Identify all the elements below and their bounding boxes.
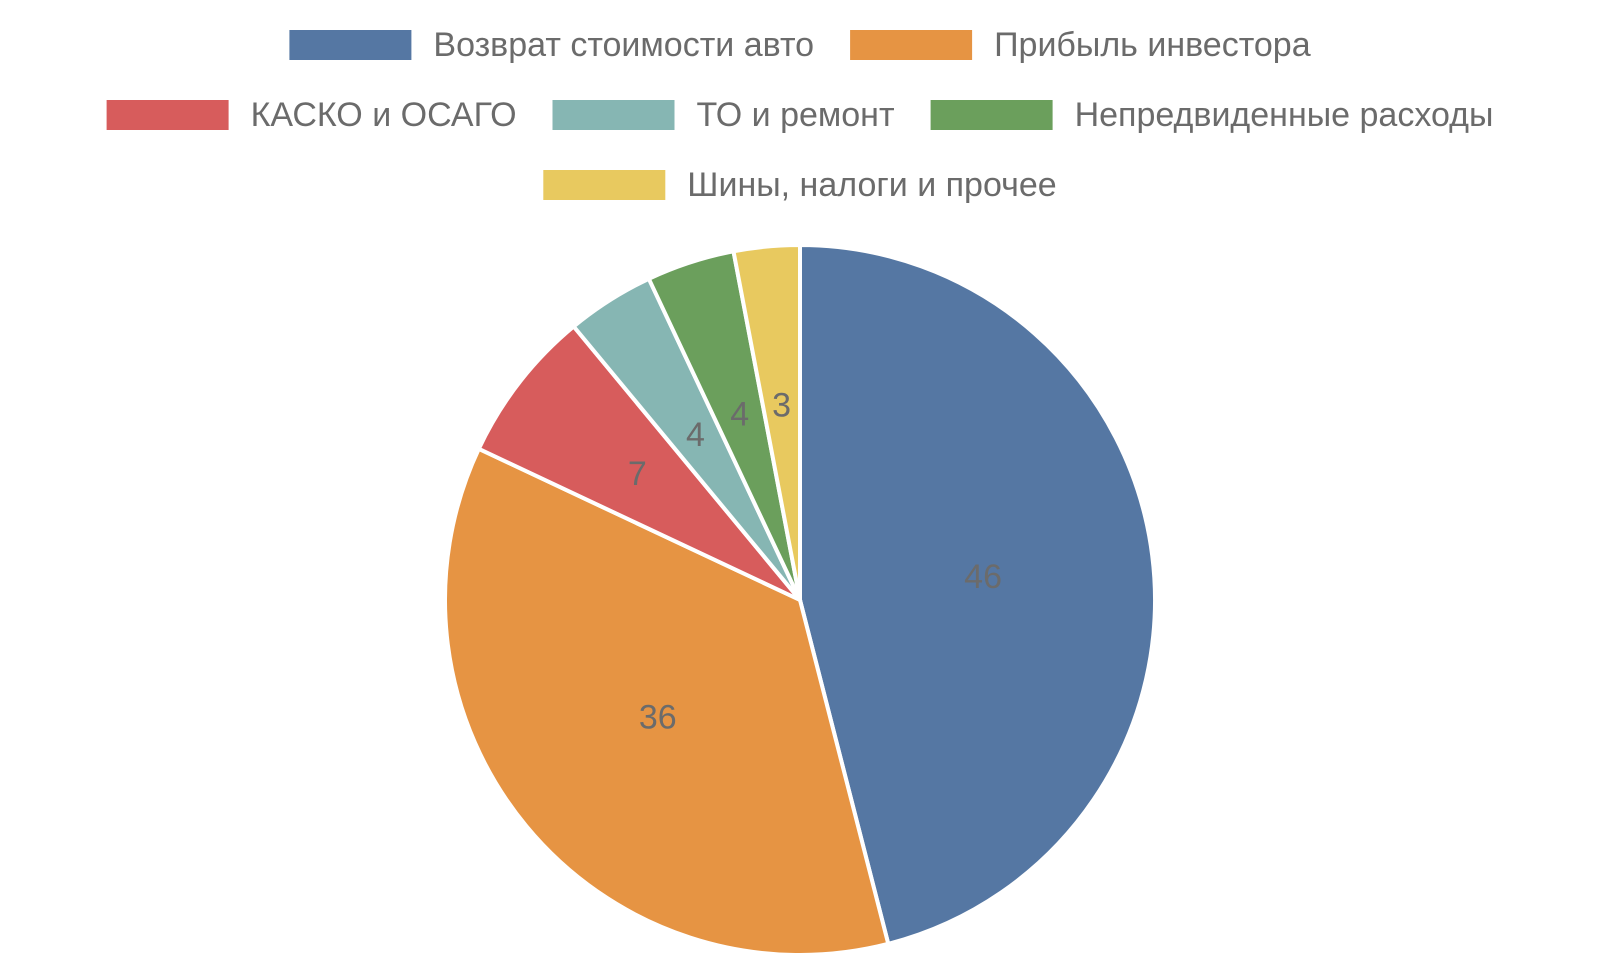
pie-slice-6 [731,243,802,602]
data-label-2: 36 [639,699,677,737]
legend-swatch-2 [850,30,973,60]
legend: Возврат стоимости авто Прибыль инвестора К… [106,26,1494,204]
data-label-1: 46 [964,558,1002,596]
legend-label-5: Непредвиденные расходы [1075,96,1494,134]
legend-label-3: КАСКО и ОСАГО [251,96,517,134]
legend-swatch-6 [543,170,666,200]
legend-item-2: Прибыль инвестора [850,26,1311,64]
pie-slice-1 [798,243,1158,946]
data-label-3: 7 [628,455,647,493]
legend-swatch-4 [552,100,675,130]
pie-slice-2 [443,446,891,957]
legend-label-4: ТО и ремонт [697,96,895,134]
pie-slices [443,243,1158,957]
legend-item-1: Возврат стоимости авто [289,26,814,64]
data-label-4: 4 [686,416,705,454]
legend-label-2: Прибыль инвестора [994,26,1311,64]
legend-item-6: Шины, налоги и прочее [543,166,1057,204]
legend-swatch-3 [106,100,229,130]
data-label-5: 4 [730,395,749,433]
legend-label-6: Шины, налоги и прочее [687,166,1056,204]
pie-slice-3 [476,324,802,602]
legend-swatch-5 [930,100,1053,130]
legend-item-5: Непредвиденные расходы [930,96,1494,134]
legend-label-1: Возврат стоимости авто [433,26,814,64]
data-label-6: 3 [772,387,791,425]
legend-item-3: КАСКО и ОСАГО [106,96,517,134]
legend-swatch-1 [289,30,412,60]
legend-item-4: ТО и ремонт [552,96,895,134]
